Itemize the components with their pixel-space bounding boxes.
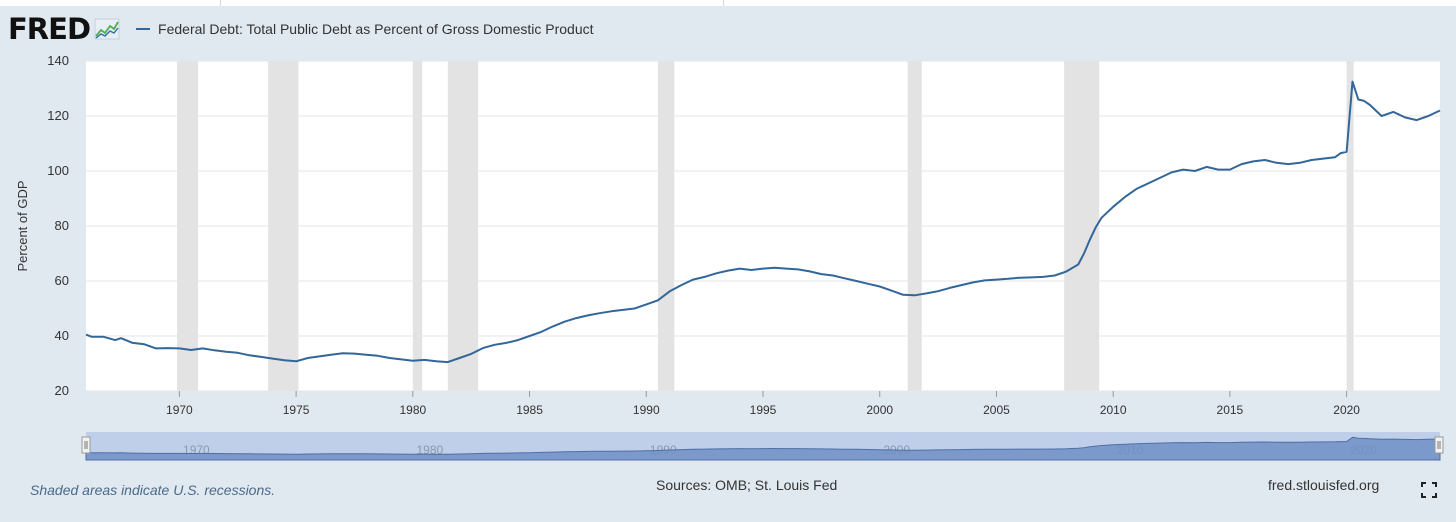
top-strip bbox=[0, 0, 1456, 6]
x-tick-label: 2020 bbox=[1333, 403, 1360, 417]
legend-label: Federal Debt: Total Public Debt as Perce… bbox=[158, 21, 594, 37]
x-tick-label: 1975 bbox=[283, 403, 310, 417]
x-tick-label: 1980 bbox=[399, 403, 426, 417]
fred-logo[interactable]: FRED bbox=[8, 12, 91, 46]
y-tick-label: 60 bbox=[55, 273, 69, 288]
x-tick-label: 2010 bbox=[1100, 403, 1127, 417]
recession-note: Shaded areas indicate U.S. recessions. bbox=[30, 482, 276, 498]
fullscreen-icon[interactable] bbox=[1421, 482, 1437, 498]
fred-chart-logo-icon bbox=[94, 18, 120, 40]
navigator-tick-label: 1980 bbox=[416, 443, 443, 457]
series-line bbox=[85, 80, 1441, 364]
fred-url-link[interactable]: fred.stlouisfed.org bbox=[1268, 477, 1380, 493]
chart-header: FRED Federal Debt: Total Public Debt as … bbox=[8, 12, 594, 46]
y-tick-label: 140 bbox=[47, 53, 69, 68]
x-tick-label: 1990 bbox=[633, 403, 660, 417]
y-tick-label: 80 bbox=[55, 218, 69, 233]
x-tick-label: 2015 bbox=[1217, 403, 1244, 417]
legend-entry[interactable]: Federal Debt: Total Public Debt as Perce… bbox=[136, 21, 594, 37]
tab-divider bbox=[723, 0, 724, 6]
y-tick-label: 120 bbox=[47, 108, 69, 123]
sources-text: Sources: OMB; St. Louis Fed bbox=[656, 477, 838, 493]
x-tick-label: 1970 bbox=[166, 403, 193, 417]
y-tick-label: 100 bbox=[47, 163, 69, 178]
y-tick-label: 20 bbox=[55, 383, 69, 398]
x-axis-ticks: 1970 1975 1980 1985 1990 1995 2000 2005 2010 2015… bbox=[166, 391, 1360, 417]
series-group bbox=[85, 80, 1441, 364]
x-tick-label: 2000 bbox=[866, 403, 893, 417]
navigator-handle-left[interactable] bbox=[81, 436, 91, 454]
y-axis-label: Percent of GDP bbox=[15, 180, 30, 271]
x-tick-label: 2005 bbox=[983, 403, 1010, 417]
navigator-series-area bbox=[85, 436, 1441, 461]
x-tick-label: 1995 bbox=[750, 403, 777, 417]
navigator-handle-right[interactable] bbox=[1434, 436, 1444, 454]
legend-swatch bbox=[136, 28, 151, 30]
gridlines bbox=[86, 60, 1440, 392]
x-tick-label: 1985 bbox=[516, 403, 543, 417]
tab-divider bbox=[220, 0, 221, 6]
y-axis-ticks: 20 40 60 80 100 120 140 bbox=[47, 53, 69, 398]
y-tick-label: 40 bbox=[55, 328, 69, 343]
